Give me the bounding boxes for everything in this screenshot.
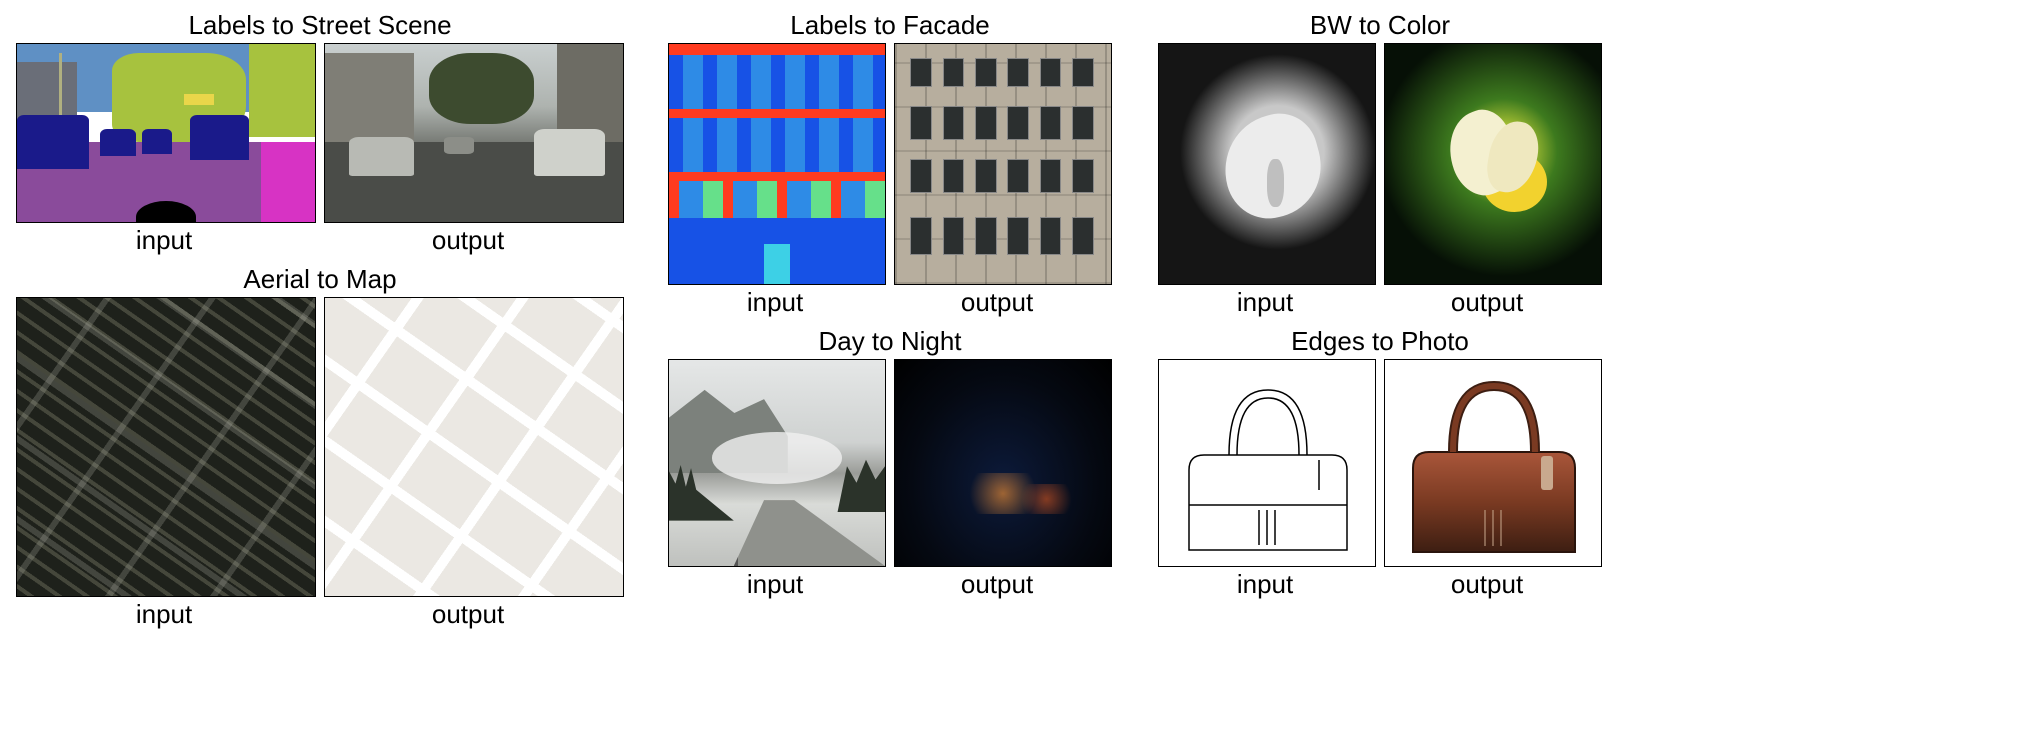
aerial-output-caption: output bbox=[432, 599, 504, 630]
column-3: BW to Color input output Edg bbox=[1150, 10, 1610, 608]
edges-sketch bbox=[1159, 360, 1375, 566]
example-daynight: Day to Night input output bbox=[660, 326, 1120, 600]
street-input-caption: input bbox=[136, 225, 192, 256]
pair-aerial bbox=[16, 297, 624, 597]
color-photo bbox=[1385, 44, 1601, 284]
aerial-input-image bbox=[16, 297, 316, 597]
pair-bwcolor bbox=[1158, 43, 1602, 285]
facade-output-caption: output bbox=[961, 287, 1033, 318]
pair-daynight bbox=[668, 359, 1112, 567]
street-output-caption: output bbox=[432, 225, 504, 256]
bw-input-caption: input bbox=[1237, 287, 1293, 318]
facade-segmap bbox=[669, 44, 885, 284]
color-output-caption: output bbox=[1451, 287, 1523, 318]
street-output-image bbox=[324, 43, 624, 223]
aerial-captions: input output bbox=[16, 597, 624, 630]
street-input-image bbox=[16, 43, 316, 223]
figure-grid: Labels to Street Scene bbox=[10, 10, 2034, 638]
edges-output-image bbox=[1384, 359, 1602, 567]
title-aerial: Aerial to Map bbox=[243, 264, 396, 295]
facade-photo bbox=[895, 44, 1111, 284]
aerial-photo bbox=[17, 298, 315, 596]
example-edges: Edges to Photo bbox=[1150, 326, 1610, 600]
title-street: Labels to Street Scene bbox=[188, 10, 451, 41]
edges-captions: input output bbox=[1158, 567, 1602, 600]
street-photo bbox=[325, 44, 623, 222]
bag-photo-svg bbox=[1385, 360, 1602, 567]
bag-photo bbox=[1385, 360, 1601, 566]
title-daynight: Day to Night bbox=[818, 326, 961, 357]
title-edges: Edges to Photo bbox=[1291, 326, 1469, 357]
facade-output-image bbox=[894, 43, 1112, 285]
pair-edges bbox=[1158, 359, 1602, 567]
bw-input-image bbox=[1158, 43, 1376, 285]
example-aerial: Aerial to Map input output bbox=[10, 264, 630, 630]
night-photo bbox=[895, 360, 1111, 566]
edges-input-image bbox=[1158, 359, 1376, 567]
facade-input-caption: input bbox=[747, 287, 803, 318]
street-segmap bbox=[17, 44, 315, 222]
column-2: Labels to Facade bbox=[660, 10, 1120, 608]
facade-input-image bbox=[668, 43, 886, 285]
pair-facade bbox=[668, 43, 1112, 285]
bw-photo bbox=[1159, 44, 1375, 284]
pair-street bbox=[16, 43, 624, 223]
bag-edge-svg bbox=[1159, 360, 1376, 567]
facade-captions: input output bbox=[668, 285, 1112, 318]
color-output-image bbox=[1384, 43, 1602, 285]
example-street: Labels to Street Scene bbox=[10, 10, 630, 256]
aerial-output-image bbox=[324, 297, 624, 597]
title-facade: Labels to Facade bbox=[790, 10, 989, 41]
edges-output-caption: output bbox=[1451, 569, 1523, 600]
day-input-caption: input bbox=[747, 569, 803, 600]
street-captions: input output bbox=[16, 223, 624, 256]
night-output-image bbox=[894, 359, 1112, 567]
day-input-image bbox=[668, 359, 886, 567]
map-render bbox=[325, 298, 623, 596]
aerial-input-caption: input bbox=[136, 599, 192, 630]
title-bwcolor: BW to Color bbox=[1310, 10, 1450, 41]
night-output-caption: output bbox=[961, 569, 1033, 600]
column-1: Labels to Street Scene bbox=[10, 10, 630, 638]
example-facade: Labels to Facade bbox=[660, 10, 1120, 318]
edges-input-caption: input bbox=[1237, 569, 1293, 600]
day-photo bbox=[669, 360, 885, 566]
bwcolor-captions: input output bbox=[1158, 285, 1602, 318]
example-bwcolor: BW to Color input output bbox=[1150, 10, 1610, 318]
daynight-captions: input output bbox=[668, 567, 1112, 600]
